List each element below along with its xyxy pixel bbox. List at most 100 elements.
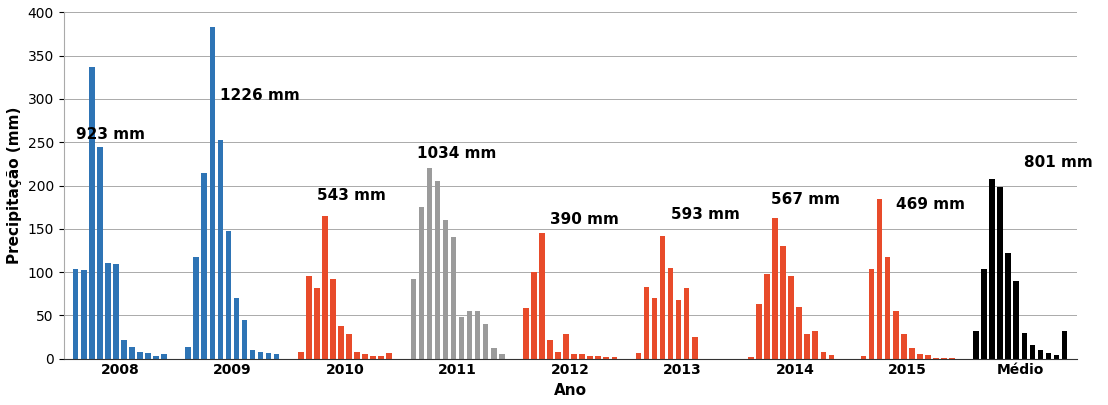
Bar [757,304,762,359]
Bar [1061,331,1067,359]
Bar [676,300,681,359]
Bar [531,272,536,359]
Bar [604,357,609,359]
Bar [572,354,577,359]
Bar [1022,333,1027,359]
Text: 390 mm: 390 mm [550,212,619,227]
Bar [780,246,786,359]
Bar [162,354,167,359]
Bar [274,354,279,359]
Bar [338,326,343,359]
Bar [137,352,143,359]
Bar [419,207,424,359]
Bar [145,354,151,359]
Text: 567 mm: 567 mm [771,192,840,207]
Bar [242,320,247,359]
Text: 801 mm: 801 mm [1024,155,1094,170]
Bar [130,347,135,359]
Bar [950,358,955,359]
Bar [499,354,504,359]
Bar [434,181,440,359]
Bar [1014,281,1019,359]
Bar [547,340,553,359]
Text: 543 mm: 543 mm [317,188,386,203]
Bar [555,352,561,359]
Bar [804,335,810,359]
Bar [876,198,882,359]
Bar [917,354,923,359]
Bar [523,309,529,359]
Bar [298,352,304,359]
Bar [73,269,79,359]
Bar [443,220,449,359]
X-axis label: Ano: Ano [554,383,586,398]
Bar [121,340,126,359]
Bar [387,353,392,359]
Bar [153,356,158,359]
Bar [612,357,617,359]
Bar [234,298,239,359]
Bar [797,307,802,359]
Bar [652,298,657,359]
Bar [346,335,352,359]
Bar [893,311,899,359]
Bar [1046,354,1051,359]
Bar [821,352,827,359]
Bar [901,335,906,359]
Bar [1005,253,1012,359]
Bar [925,355,931,359]
Bar [427,168,432,359]
Bar [491,348,496,359]
Bar [668,268,674,359]
Bar [362,354,368,359]
Bar [659,236,666,359]
Bar [636,353,642,359]
Bar [1037,350,1044,359]
Bar [748,357,753,359]
Bar [973,331,979,359]
Bar [209,27,215,359]
Bar [258,352,264,359]
Bar [185,347,191,359]
Bar [410,279,417,359]
Bar [644,287,649,359]
Bar [1054,355,1059,359]
Bar [829,355,834,359]
Bar [997,187,1003,359]
Text: 469 mm: 469 mm [895,196,965,211]
Text: 1226 mm: 1226 mm [220,88,300,103]
Bar [812,331,818,359]
Bar [330,279,336,359]
Bar [595,356,601,359]
Bar [370,356,376,359]
Bar [885,256,891,359]
Bar [869,269,874,359]
Y-axis label: Precipitação (mm): Precipitação (mm) [7,107,22,264]
Bar [789,277,794,359]
Bar [249,350,255,359]
Bar [1029,345,1035,359]
Bar [98,147,103,359]
Bar [322,216,328,359]
Bar [217,140,223,359]
Bar [933,358,938,359]
Bar [202,173,207,359]
Bar [306,277,311,359]
Bar [226,230,232,359]
Bar [772,218,778,359]
Bar [684,288,689,359]
Bar [765,274,770,359]
Bar [909,348,914,359]
Text: 923 mm: 923 mm [75,127,145,142]
Bar [483,324,489,359]
Bar [587,356,593,359]
Bar [989,179,995,359]
Bar [563,335,568,359]
Bar [89,67,94,359]
Bar [982,269,987,359]
Bar [579,354,585,359]
Bar [81,271,86,359]
Bar [540,233,545,359]
Bar [113,264,119,359]
Bar [941,358,946,359]
